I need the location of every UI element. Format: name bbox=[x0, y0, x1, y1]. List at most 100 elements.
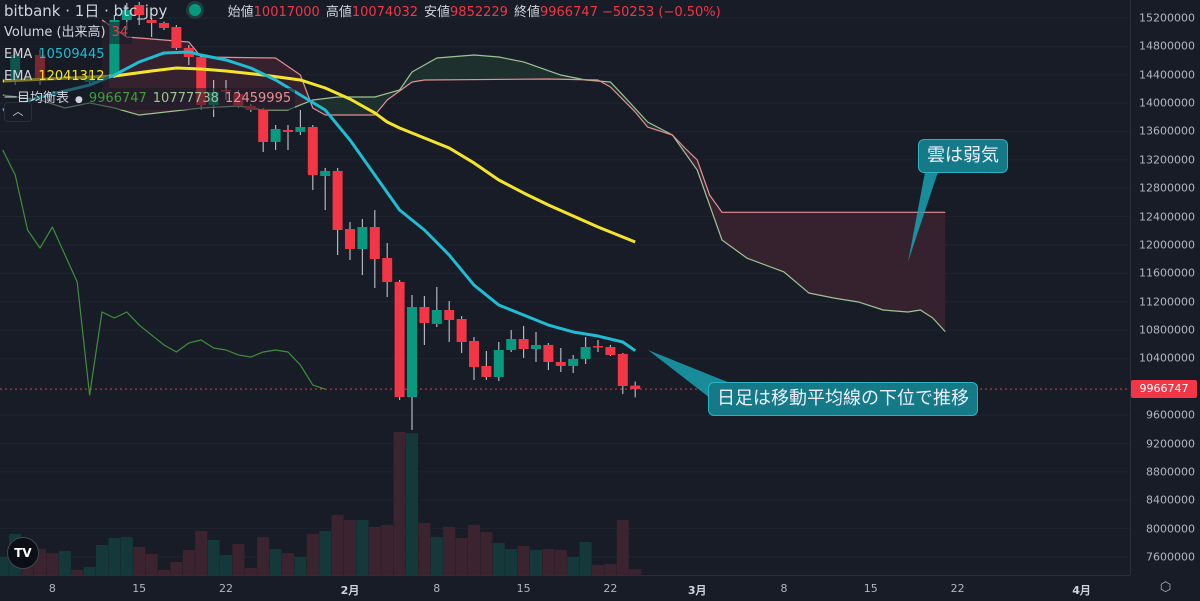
candle-body bbox=[431, 309, 442, 324]
ichimoku-cloud bbox=[794, 212, 798, 284]
ichimoku-cloud bbox=[338, 97, 342, 116]
ichimoku-cloud bbox=[718, 206, 722, 240]
ichimoku-cloud bbox=[374, 96, 378, 116]
annotation-daily[interactable]: 日足は移動平均線の下位で推移 bbox=[708, 382, 978, 416]
ichimoku-cloud bbox=[522, 61, 526, 80]
ichimoku-cloud bbox=[934, 212, 938, 324]
candle-body bbox=[518, 339, 529, 350]
price-tick: 8400000 bbox=[1146, 493, 1195, 507]
ichimoku-cloud bbox=[502, 57, 506, 80]
ichimoku-cloud bbox=[806, 212, 810, 294]
volume-bar bbox=[468, 524, 480, 575]
ichimoku-cloud bbox=[926, 212, 930, 317]
ichimoku-cloud bbox=[938, 212, 942, 329]
ichimoku-cloud bbox=[534, 65, 538, 80]
volume-bar bbox=[554, 549, 567, 575]
candle-body bbox=[580, 347, 591, 359]
ichimoku-cloud bbox=[694, 156, 698, 173]
ichimoku-cloud bbox=[734, 212, 738, 252]
ichimoku-cloud bbox=[478, 55, 482, 80]
volume-bar bbox=[244, 567, 257, 575]
legend-ichimoku[interactable]: 一目均衡表 ● 9966747 10777738 12459995 bbox=[4, 88, 296, 110]
legend-volume[interactable]: Volume (出来高) 34 bbox=[4, 22, 133, 44]
collapse-legend-button[interactable]: ︿ bbox=[4, 102, 32, 122]
volume-bar bbox=[567, 556, 580, 575]
volume-bar bbox=[46, 553, 59, 575]
volume-bar bbox=[443, 526, 456, 575]
ichimoku-cloud bbox=[862, 212, 866, 305]
ichimoku-cloud bbox=[722, 212, 726, 243]
price-tick: 10800000 bbox=[1139, 323, 1195, 337]
candle-body bbox=[407, 307, 417, 398]
ichimoku-cloud bbox=[738, 212, 742, 255]
legend-ema-short[interactable]: EMA 10509445 bbox=[4, 44, 109, 66]
ohlc-value: 9966747 bbox=[539, 5, 598, 20]
ichimoku-cloud bbox=[638, 111, 642, 121]
ichimoku-cloud bbox=[494, 56, 498, 80]
ichimoku-cloud bbox=[826, 212, 830, 298]
ichimoku-cloud bbox=[610, 81, 614, 91]
ohlc-value: 10074032 bbox=[351, 5, 419, 20]
volume-bar bbox=[418, 523, 431, 575]
ichimoku-lagging-span bbox=[2, 149, 326, 396]
ichimoku-cloud bbox=[866, 212, 870, 306]
price-chart[interactable] bbox=[0, 0, 1130, 575]
candle-body bbox=[444, 309, 455, 320]
ichimoku-cloud bbox=[482, 55, 486, 80]
ohlc-readout: 始値10017000 高値10074032 安値9852229 終値9966747 bbox=[222, 5, 602, 20]
time-tick: 15 bbox=[863, 582, 878, 595]
candle-body bbox=[258, 109, 269, 142]
volume-bar bbox=[158, 569, 170, 575]
volume-bar bbox=[356, 519, 369, 575]
volume-bar bbox=[257, 536, 270, 575]
time-tick: 8 bbox=[780, 582, 788, 595]
ichimoku-cloud bbox=[814, 212, 818, 295]
time-tick: 4月 bbox=[1072, 584, 1091, 597]
price-tick: 11600000 bbox=[1139, 266, 1195, 280]
candle-body bbox=[109, 19, 120, 76]
volume-bar bbox=[282, 553, 294, 575]
ichimoku-cloud bbox=[942, 212, 946, 332]
annotation-cloud[interactable]: 雲は弱気 bbox=[918, 139, 1008, 173]
ichimoku-cloud bbox=[838, 212, 842, 300]
time-tick: 22 bbox=[219, 582, 233, 595]
settings-eye-icon[interactable]: ⬡ bbox=[1159, 580, 1172, 595]
ichimoku-cloud bbox=[742, 212, 746, 258]
ichimoku-cloud bbox=[546, 69, 550, 80]
ohlc-key: 終値 bbox=[513, 5, 540, 20]
ichimoku-cloud bbox=[538, 67, 542, 80]
ichimoku-cloud bbox=[766, 212, 770, 267]
tradingview-logo[interactable]: TV bbox=[7, 537, 39, 569]
time-axis[interactable]: 8 15 22 2月 8 15 22 3月 8 15 22 4月 bbox=[0, 575, 1130, 601]
time-tick: 22 bbox=[950, 582, 965, 595]
settings-dot-icon: ● bbox=[75, 95, 83, 105]
volume-bar bbox=[592, 564, 604, 575]
volume-bar bbox=[0, 556, 9, 575]
volume-bar bbox=[58, 550, 71, 575]
ichimoku-cloud bbox=[850, 212, 854, 302]
ohlc-key: 始値 bbox=[227, 5, 254, 20]
volume-bar bbox=[530, 549, 542, 575]
legend-ema-long[interactable]: EMA 12041312 bbox=[4, 66, 109, 88]
candle-body bbox=[617, 353, 628, 387]
ichimoku-cloud bbox=[774, 212, 778, 270]
ichimoku-cloud bbox=[714, 201, 718, 229]
ichimoku-cloud bbox=[458, 55, 462, 80]
volume-bar bbox=[629, 569, 642, 575]
ichimoku-cloud bbox=[642, 115, 646, 126]
ichimoku-cloud bbox=[386, 92, 390, 102]
candle-body bbox=[630, 385, 641, 390]
volume-bar bbox=[269, 549, 282, 575]
ichimoku-cloud bbox=[842, 212, 846, 300]
ichimoku-cloud bbox=[454, 56, 458, 80]
ichimoku-cloud bbox=[526, 62, 530, 80]
annotation-cloud-pointer bbox=[908, 172, 938, 262]
candle-body bbox=[134, 5, 145, 16]
ichimoku-cloud bbox=[506, 58, 510, 80]
symbol-title[interactable]: bitbank · 1日 · btc_jpy bbox=[4, 2, 168, 20]
price-axis[interactable]: 15200000 14800000 14400000 14000000 13600000… bbox=[1130, 0, 1200, 575]
candle-body bbox=[531, 344, 541, 350]
ichimoku-cloud bbox=[450, 56, 454, 80]
volume-bar bbox=[616, 519, 629, 575]
candle-body bbox=[419, 307, 430, 323]
